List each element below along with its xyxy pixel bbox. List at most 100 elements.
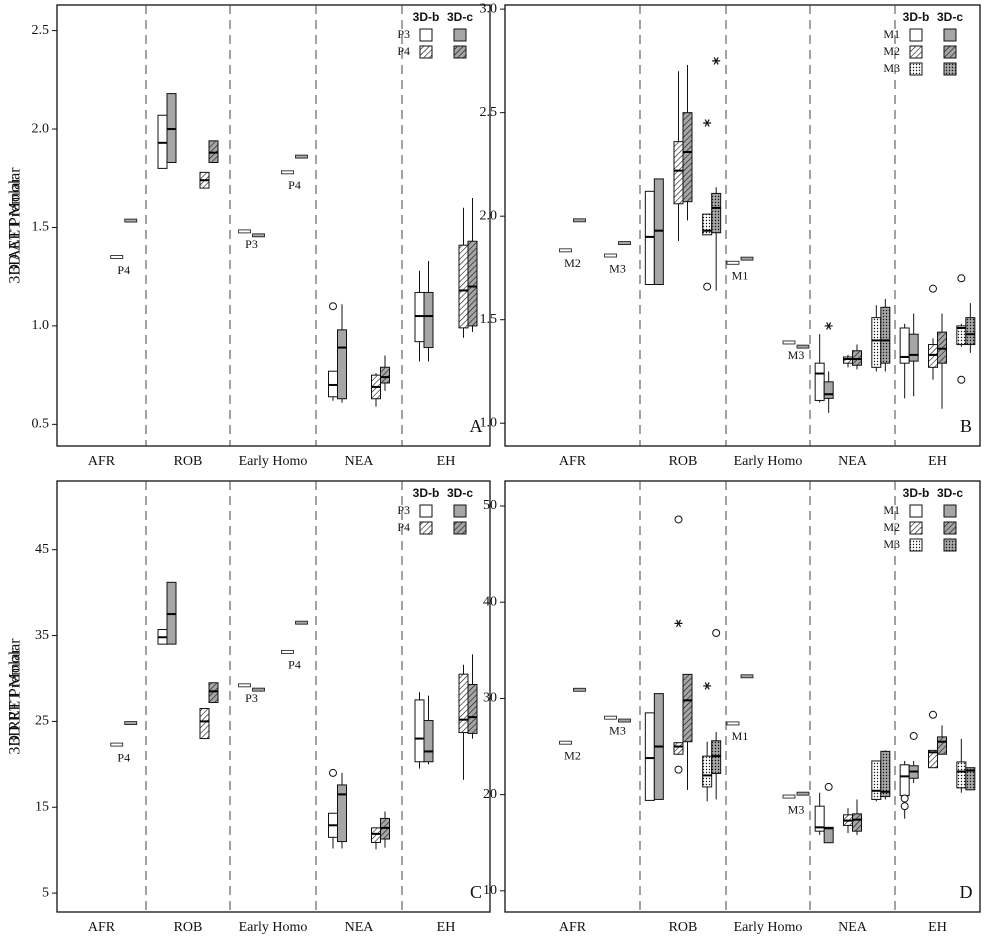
- y-axis-label: 3D RET Molar: [7, 648, 24, 745]
- box-pattern: [880, 307, 890, 364]
- category-label: NEA: [838, 454, 868, 469]
- panel-letter: D: [960, 882, 973, 902]
- box-annotation: M3: [788, 802, 805, 816]
- box-pattern: [371, 827, 381, 843]
- extreme: [674, 619, 683, 628]
- category-label: EH: [928, 454, 947, 469]
- category-label: EH: [928, 920, 947, 935]
- box-pattern: [956, 761, 966, 788]
- plot-frame: [504, 4, 981, 447]
- y-tick-label: 25: [35, 714, 49, 729]
- outlier: [329, 768, 337, 777]
- box-annotation: M3: [609, 723, 626, 737]
- legend-header: 3D-b: [903, 486, 930, 500]
- legend-header: 3D-c: [447, 486, 473, 500]
- legend-header: 3D-c: [937, 486, 963, 500]
- box-pattern: [683, 674, 692, 742]
- box-pattern: [459, 245, 468, 328]
- category-label: Early Homo: [734, 454, 803, 469]
- y-axis-label: 3D AET Premolar: [7, 167, 24, 284]
- category-label: AFR: [559, 920, 587, 935]
- single-value: [295, 620, 308, 625]
- box-pattern: [937, 736, 947, 755]
- single-value: [124, 721, 138, 726]
- legend-pattern: [454, 522, 466, 534]
- single-value: [252, 687, 265, 692]
- y-tick-label: 40: [483, 594, 497, 609]
- outlier: [674, 515, 683, 524]
- category-label: NEA: [838, 920, 868, 935]
- box-pattern: [702, 214, 712, 235]
- extreme: [703, 682, 712, 690]
- box-annotation: M1: [732, 269, 749, 283]
- outlier: [929, 710, 937, 719]
- legend-swatch: [943, 504, 957, 518]
- box-pattern: [468, 684, 477, 734]
- box-annotation: M3: [609, 261, 626, 275]
- box-pattern: [459, 674, 468, 733]
- box-pattern: [711, 193, 721, 233]
- category-label: ROB: [174, 920, 203, 935]
- single-value: [726, 721, 740, 726]
- plot-frame: [56, 4, 491, 447]
- legend-label: P4: [397, 44, 410, 58]
- y-tick-label: 1.5: [480, 312, 498, 327]
- box-annotation: P4: [117, 263, 130, 277]
- single-value: [604, 253, 617, 258]
- y-tick-label: 5: [42, 885, 49, 900]
- y-tick-label: 15: [35, 799, 49, 814]
- box: [814, 362, 825, 401]
- legend-label: M1: [883, 503, 900, 517]
- box: [644, 190, 655, 286]
- single-value: [110, 742, 124, 747]
- y-tick-label: 3.0: [480, 1, 498, 16]
- single-value: [252, 233, 265, 238]
- box-annotation: P4: [288, 178, 301, 192]
- category-label: EH: [437, 920, 456, 935]
- legend-label: M3: [883, 61, 900, 75]
- box-pattern: [928, 750, 938, 768]
- box-pattern: [928, 344, 938, 368]
- plot-frame: [504, 480, 981, 913]
- legend-label: P3: [397, 27, 410, 41]
- category-label: Early Homo: [239, 920, 308, 935]
- category-label: ROB: [669, 454, 698, 469]
- y-tick-label: 1.0: [480, 415, 498, 430]
- box: [423, 720, 434, 763]
- legend-header: 3D-c: [447, 10, 473, 24]
- legend-swatch: [453, 504, 467, 518]
- single-value: [782, 794, 796, 799]
- box-pattern: [702, 756, 712, 787]
- legend-pattern: [944, 522, 956, 534]
- legend-header: 3D-b: [413, 10, 440, 24]
- box: [814, 805, 825, 832]
- y-tick-label: 1.5: [32, 220, 50, 235]
- legend-swatch: [909, 504, 923, 518]
- legend-header: 3D-b: [413, 486, 440, 500]
- category-label: NEA: [345, 454, 375, 469]
- single-value: [618, 241, 631, 245]
- y-tick-label: 10: [483, 883, 497, 898]
- legend-label: P4: [397, 520, 410, 534]
- box-pattern: [380, 367, 390, 383]
- single-value: [573, 218, 586, 223]
- panel-letter: A: [470, 416, 483, 436]
- plot-frame: [56, 480, 491, 913]
- y-axis-label: 3D AET Molar: [7, 177, 24, 274]
- single-value: [573, 687, 586, 692]
- single-value: [281, 170, 294, 175]
- legend-label: P3: [397, 503, 410, 517]
- single-value: [295, 154, 308, 159]
- y-tick-label: 2.0: [32, 121, 50, 136]
- y-tick-label: 0.5: [32, 417, 50, 432]
- single-value: [740, 674, 754, 679]
- outlier: [929, 284, 937, 293]
- box: [423, 291, 434, 349]
- box: [337, 329, 347, 400]
- single-value: [238, 229, 251, 234]
- outlier: [957, 274, 966, 283]
- panel-letter: B: [960, 416, 972, 436]
- box-pattern: [674, 742, 683, 755]
- box-pattern: [956, 325, 966, 345]
